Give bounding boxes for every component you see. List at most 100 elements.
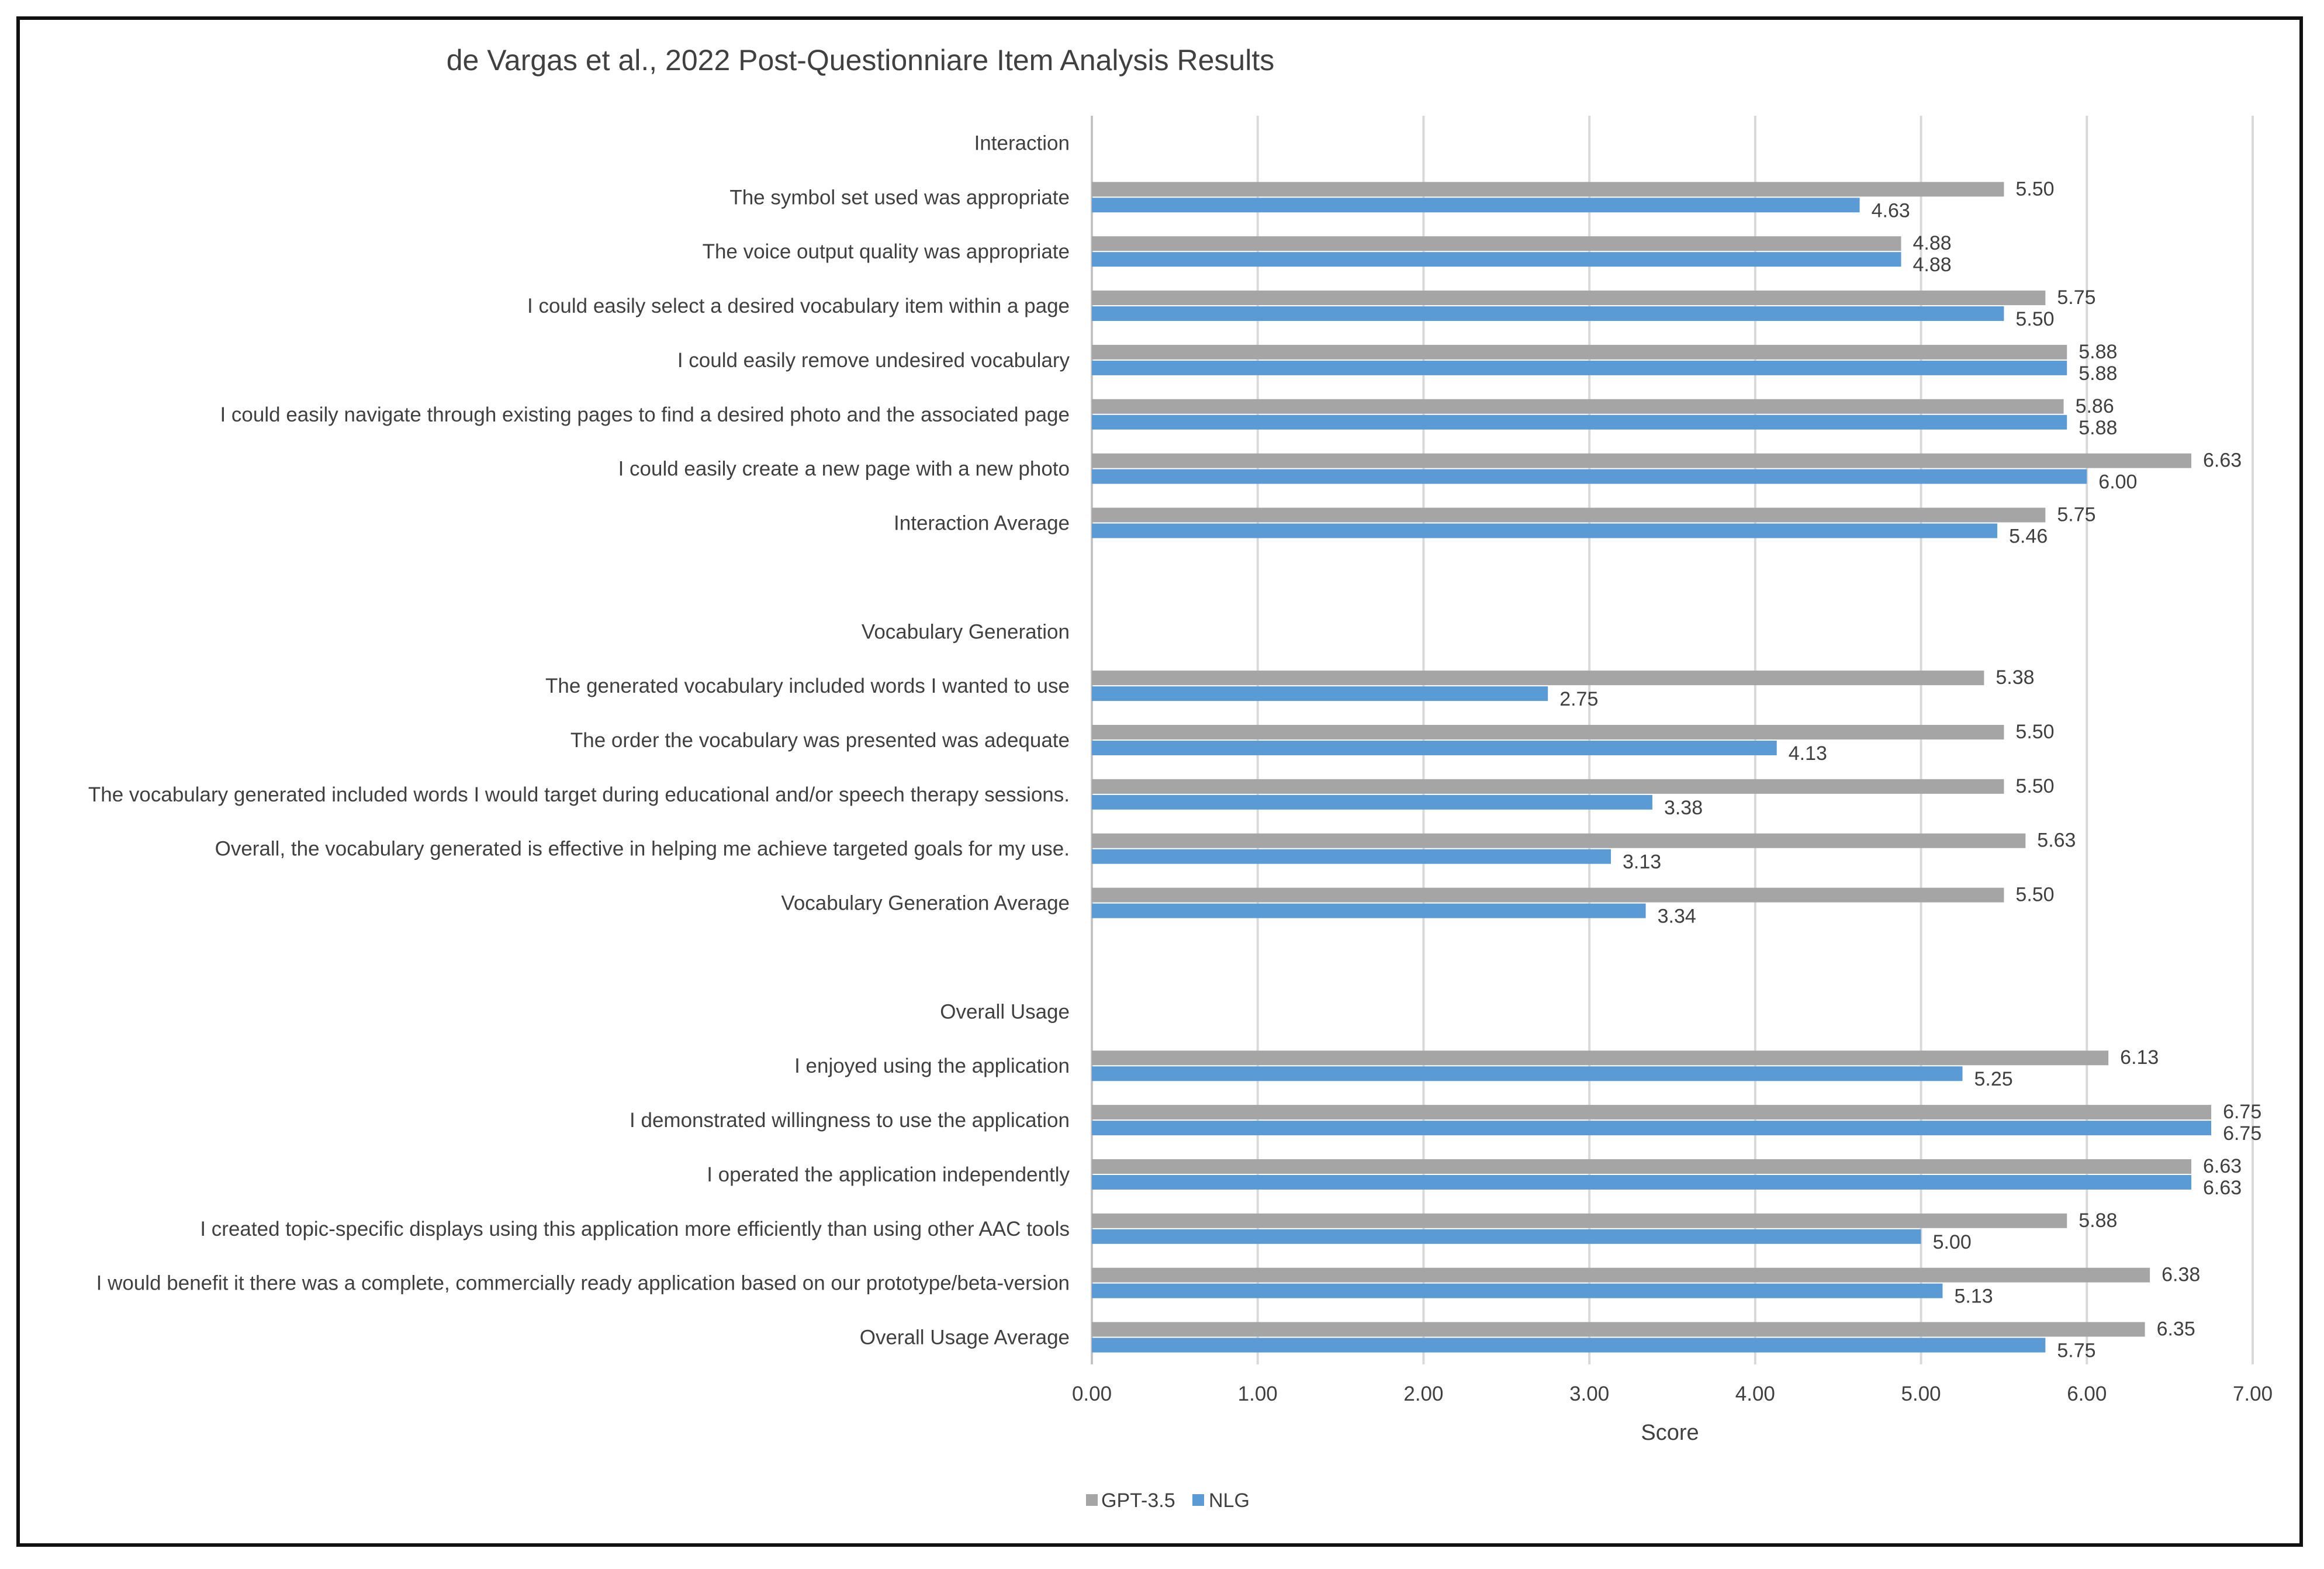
x-tick-label: 2.00 [1403,1383,1443,1405]
x-tick-label: 7.00 [2233,1383,2273,1405]
data-label-gpt35: 5.50 [2015,178,2054,200]
bar-gpt35 [1092,453,2192,468]
category-label: The order the vocabulary was presented w… [570,729,1070,752]
bar-nlg [1092,1229,1921,1244]
bar-nlg [1092,306,2004,322]
bar-gpt35 [1092,725,2004,739]
data-label-nlg: 6.63 [2203,1177,2242,1199]
data-label-nlg: 5.88 [2079,417,2117,439]
bar-nlg [1092,252,1901,267]
data-label-nlg: 5.46 [2009,526,2048,548]
chart-title: de Vargas et al., 2022 Post-Questionniar… [447,44,1274,77]
data-label-nlg: 5.13 [1954,1285,1993,1308]
data-label-nlg: 2.75 [1559,688,1598,710]
x-axis-ticks: 0.00 1.00 2.00 3.00 4.00 5.00 6.00 7.00 [1072,1383,2273,1405]
data-label-gpt35: 5.88 [2079,341,2117,363]
bar-nlg [1092,198,1860,213]
data-label-nlg: 6.75 [2223,1122,2261,1145]
bar-gpt35 [1092,1159,2192,1174]
data-label-nlg: 3.34 [1658,906,1696,928]
category-label: I could easily remove undesired vocabula… [677,349,1070,372]
bar-nlg [1092,1338,2046,1353]
bar-gpt35 [1092,779,2004,794]
bar-nlg [1092,741,1777,755]
legend-label-gpt: GPT-3.5 [1101,1489,1175,1512]
bar-gpt35 [1092,887,2004,903]
x-tick-label: 5.00 [1901,1383,1941,1405]
category-label: The generated vocabulary included words … [545,675,1070,697]
category-label: Vocabulary Generation Average [781,892,1070,915]
data-label-gpt35: 6.63 [2203,450,2242,472]
bar-gpt35 [1092,1322,2145,1337]
x-tick-label: 6.00 [2067,1383,2107,1405]
legend-swatch-gpt [1086,1494,1098,1506]
category-label: The vocabulary generated included words … [88,783,1070,806]
bar-gpt35 [1092,507,2046,523]
bar-gpt35 [1092,344,2067,360]
data-labels: 5.504.634.884.885.755.505.885.885.865.88… [1559,178,2261,1361]
category-label: Overall Usage [940,1000,1070,1023]
category-label: Interaction [974,132,1070,154]
category-labels: Interaction The symbol set used was appro… [88,132,1070,1349]
gridlines [1091,116,2254,1364]
bars [1092,182,2212,1353]
bar-gpt35 [1092,833,2026,848]
bar-gpt35 [1092,291,2046,306]
bar-nlg [1092,794,1652,810]
data-label-gpt35: 5.50 [2015,884,2054,906]
data-label-gpt35: 5.88 [2079,1209,2117,1232]
data-label-nlg: 4.13 [1789,742,1827,765]
bar-nlg [1092,469,2087,484]
data-label-gpt35: 5.75 [2057,504,2095,526]
category-label: Overall, the vocabulary generated is eff… [215,838,1070,860]
legend: GPT-3.5 NLG [1086,1489,1250,1512]
data-label-gpt35: 5.63 [2037,830,2076,852]
bar-nlg [1092,414,2067,430]
bar-nlg [1092,1066,1963,1081]
data-label-nlg: 4.88 [1913,254,1952,276]
data-label-nlg: 5.00 [1933,1231,1972,1253]
bar-gpt35 [1092,236,1901,251]
data-label-nlg: 5.75 [2057,1340,2095,1362]
x-tick-label: 4.00 [1735,1383,1775,1405]
category-label: I could easily navigate through existing… [220,403,1070,426]
x-tick-label: 3.00 [1569,1383,1609,1405]
data-label-gpt35: 5.86 [2076,395,2114,417]
category-label: Interaction Average [894,512,1070,535]
category-label: I could easily select a desired vocabula… [527,295,1070,317]
category-label: I created topic-specific displays using … [200,1218,1070,1240]
category-label: I operated the application independently [707,1163,1070,1186]
data-label-gpt35: 6.13 [2120,1046,2159,1069]
category-label: The symbol set used was appropriate [729,186,1070,209]
data-label-gpt35: 5.50 [2015,775,2054,797]
bar-gpt35 [1092,182,2004,197]
category-label: I would benefit it there was a complete,… [96,1272,1070,1295]
data-label-gpt35: 5.50 [2015,721,2054,743]
bar-gpt35 [1092,1213,2067,1228]
bar-nlg [1092,903,1646,918]
category-label: I could easily create a new page with a … [618,458,1070,481]
bar-gpt35 [1092,399,2064,414]
x-tick-label: 0.00 [1072,1383,1112,1405]
bar-gpt35 [1092,1050,2109,1066]
data-label-gpt35: 6.38 [2162,1264,2200,1286]
bar-nlg [1092,1174,2192,1190]
data-label-gpt35: 6.35 [2157,1318,2195,1340]
bar-nlg [1092,1283,1943,1298]
bar-gpt35 [1092,1105,2212,1120]
x-tick-label: 1.00 [1238,1383,1278,1405]
data-label-gpt35: 6.63 [2203,1155,2242,1177]
category-label: The voice output quality was appropriate [703,240,1070,263]
data-label-gpt35: 6.75 [2223,1101,2261,1123]
data-label-nlg: 5.88 [2079,362,2117,385]
data-label-gpt35: 4.88 [1913,232,1952,254]
category-label: Vocabulary Generation [862,620,1070,643]
bar-nlg [1092,686,1548,701]
legend-swatch-nlg [1192,1494,1204,1506]
legend-label-nlg: NLG [1209,1489,1250,1512]
category-label: I enjoyed using the application [794,1055,1070,1077]
data-label-nlg: 5.50 [2015,308,2054,330]
data-label-nlg: 3.13 [1623,851,1661,873]
data-label-gpt35: 5.75 [2057,286,2095,309]
